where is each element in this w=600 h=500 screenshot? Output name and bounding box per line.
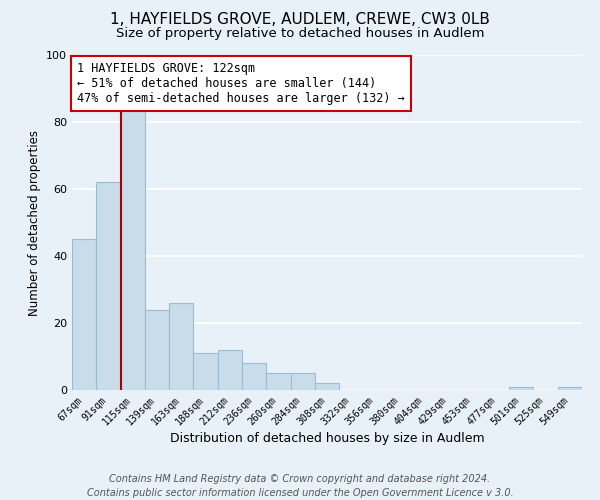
X-axis label: Distribution of detached houses by size in Audlem: Distribution of detached houses by size … (170, 432, 484, 446)
Bar (242, 363, 266, 390)
Bar (145, 310, 169, 390)
Bar (193, 353, 218, 390)
Bar (558, 386, 582, 390)
Text: 1, HAYFIELDS GROVE, AUDLEM, CREWE, CW3 0LB: 1, HAYFIELDS GROVE, AUDLEM, CREWE, CW3 0… (110, 12, 490, 28)
Text: Contains HM Land Registry data © Crown copyright and database right 2024.
Contai: Contains HM Land Registry data © Crown c… (86, 474, 514, 498)
Bar (96, 182, 121, 390)
Bar (121, 106, 145, 390)
Text: Size of property relative to detached houses in Audlem: Size of property relative to detached ho… (116, 28, 484, 40)
Bar (315, 384, 339, 390)
Bar (72, 240, 96, 390)
Bar (509, 386, 533, 390)
Bar (266, 373, 290, 390)
Bar (290, 373, 315, 390)
Text: 1 HAYFIELDS GROVE: 122sqm
← 51% of detached houses are smaller (144)
47% of semi: 1 HAYFIELDS GROVE: 122sqm ← 51% of detac… (77, 62, 405, 104)
Bar (169, 303, 193, 390)
Y-axis label: Number of detached properties: Number of detached properties (28, 130, 41, 316)
Bar (218, 350, 242, 390)
